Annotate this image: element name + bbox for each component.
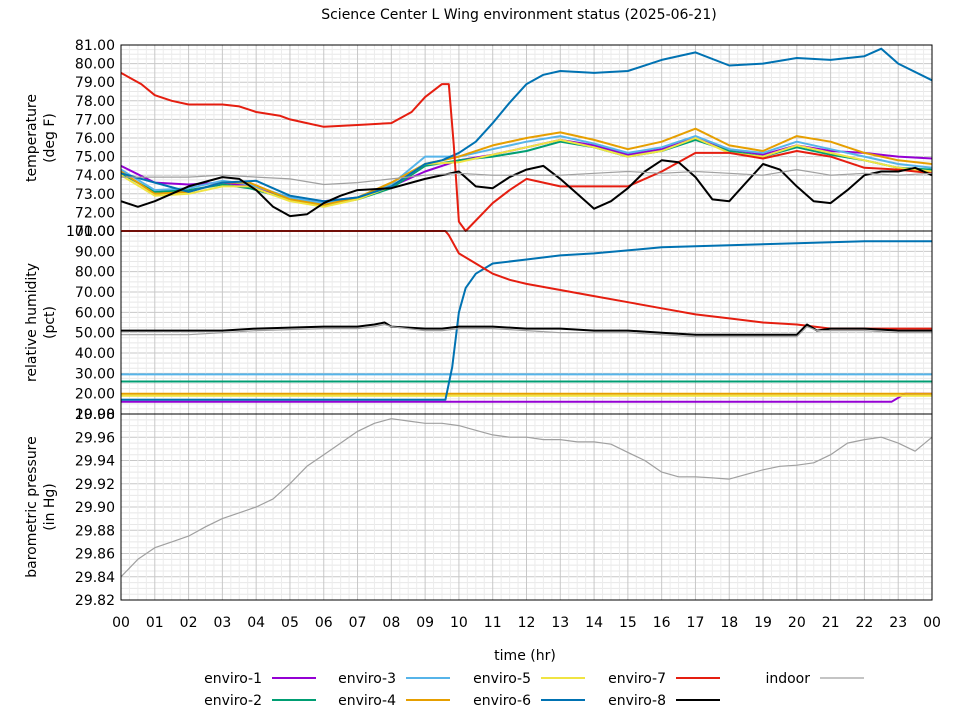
y-tick-label: 70.00 — [75, 285, 115, 301]
y-tick-label: 29.86 — [75, 547, 115, 563]
panel-1: 71.00 72.00 73.00 74.00 75.00 76.00 77.00 78.00… — [24, 38, 933, 240]
x-tick-label: 23 — [889, 615, 907, 631]
x-tick-label: 16 — [653, 615, 671, 631]
panel-2: 10.00 20.00 30.00 40.00 50.00 60.00 70.00 80.00… — [24, 224, 933, 423]
y-tick-label: 10.00 — [75, 407, 115, 423]
x-tick-label: 15 — [619, 615, 637, 631]
x-tick-label: 03 — [213, 615, 231, 631]
y-tick-label: 29.84 — [75, 570, 115, 586]
legend-item: indoor — [765, 671, 864, 687]
x-tick-label: 11 — [484, 615, 502, 631]
y-tick-label: 20.00 — [75, 387, 115, 403]
y-tick-label: 90.00 — [75, 244, 115, 260]
y-tick-label: 29.94 — [75, 454, 115, 470]
y-axis-label: (in Hg) — [42, 483, 58, 531]
legend-label: enviro-3 — [338, 671, 396, 687]
legend-item: enviro-7 — [608, 671, 720, 687]
y-tick-label: 100.00 — [66, 224, 115, 240]
x-tick-label: 12 — [518, 615, 536, 631]
series-line-indoor — [120, 418, 933, 578]
y-tick-label: 29.98 — [75, 407, 115, 423]
series-line-enviro-6 — [120, 47, 933, 203]
x-tick-label: 21 — [822, 615, 840, 631]
y-axis-label: (deg F) — [42, 113, 58, 163]
legend-label: enviro-7 — [608, 671, 666, 687]
x-tick-label: 08 — [382, 615, 400, 631]
y-tick-label: 29.96 — [75, 430, 115, 446]
y-tick-label: 74.00 — [75, 168, 115, 184]
y-tick-label: 29.92 — [75, 477, 115, 493]
series-line-enviro-7 — [120, 72, 933, 232]
y-axis-label: (pct) — [42, 306, 58, 339]
y-tick-label: 60.00 — [75, 305, 115, 321]
y-tick-label: 40.00 — [75, 346, 115, 362]
legend-label: enviro-1 — [204, 671, 262, 687]
legend-item: enviro-5 — [473, 671, 585, 687]
y-tick-label: 29.90 — [75, 500, 115, 516]
x-tick-label: 17 — [687, 615, 705, 631]
x-tick-label: 02 — [180, 615, 198, 631]
series-line-indoor — [121, 323, 932, 338]
plot-frame — [120, 413, 933, 601]
x-tick-label: 00 — [923, 615, 941, 631]
y-tick-label: 80.00 — [75, 57, 115, 73]
y-tick-label: 76.00 — [75, 131, 115, 147]
legend-label: enviro-2 — [204, 693, 262, 709]
legend-item: enviro-3 — [338, 671, 450, 687]
x-tick-label: 18 — [720, 615, 738, 631]
x-tick-label: 13 — [551, 615, 569, 631]
legend-label: enviro-4 — [338, 693, 396, 709]
y-tick-label: 78.00 — [75, 94, 115, 110]
y-tick-label: 50.00 — [75, 326, 115, 342]
legend: enviro-1 enviro-3 enviro-5 enviro-7 indoor en… — [204, 671, 864, 709]
x-tick-label: 06 — [315, 615, 333, 631]
series-line-enviro-7 — [121, 230, 932, 330]
x-axis-label: time (hr) — [494, 648, 556, 664]
legend-label: enviro-5 — [473, 671, 531, 687]
legend-item: enviro-4 — [338, 693, 450, 709]
y-tick-label: 29.82 — [75, 593, 115, 609]
y-tick-label: 77.00 — [75, 112, 115, 128]
panel-3: 29.82 29.84 29.86 29.88 29.90 29.92 29.94 29.96… — [24, 407, 933, 609]
legend-item: enviro-6 — [473, 693, 585, 709]
series-line-enviro-2 — [120, 138, 933, 206]
x-tick-label: 01 — [146, 615, 164, 631]
y-tick-label: 72.00 — [75, 205, 115, 221]
x-tick-label: 20 — [788, 615, 806, 631]
x-tick-label: 07 — [349, 615, 367, 631]
y-axis-label: temperature — [24, 94, 40, 182]
y-tick-label: 81.00 — [75, 38, 115, 54]
legend-label: indoor — [765, 671, 810, 687]
x-tick-label: 05 — [281, 615, 299, 631]
legend-item: enviro-2 — [204, 693, 316, 709]
series-line-enviro-8 — [120, 159, 933, 218]
x-tick-label: 10 — [450, 615, 468, 631]
legend-item: enviro-1 — [204, 671, 316, 687]
y-tick-label: 75.00 — [75, 150, 115, 166]
y-tick-label: 73.00 — [75, 187, 115, 203]
series-line-enviro-4 — [120, 127, 933, 206]
x-tick-label: 14 — [585, 615, 603, 631]
x-tick-label: 00 — [112, 615, 130, 631]
x-tick-label: 09 — [416, 615, 434, 631]
x-tick-label: 19 — [754, 615, 772, 631]
series-line-enviro-8 — [121, 321, 932, 336]
series-line-enviro-6 — [121, 240, 932, 401]
y-tick-label: 71.00 — [75, 224, 115, 240]
y-tick-label: 30.00 — [75, 366, 115, 382]
y-tick-label: 79.00 — [75, 75, 115, 91]
series-line-indoor — [121, 169, 933, 186]
legend-label: enviro-6 — [473, 693, 531, 709]
y-tick-label: 29.88 — [75, 523, 115, 539]
y-axis-label: relative humidity — [24, 263, 40, 382]
y-axis-label: barometric pressure — [24, 436, 40, 577]
chart-title: Science Center L Wing environment status… — [321, 7, 717, 23]
legend-label: enviro-8 — [608, 693, 666, 709]
y-tick-label: 80.00 — [75, 265, 115, 281]
x-tick-label: 04 — [247, 615, 265, 631]
legend-item: enviro-8 — [608, 693, 720, 709]
x-tick-label: 22 — [856, 615, 874, 631]
